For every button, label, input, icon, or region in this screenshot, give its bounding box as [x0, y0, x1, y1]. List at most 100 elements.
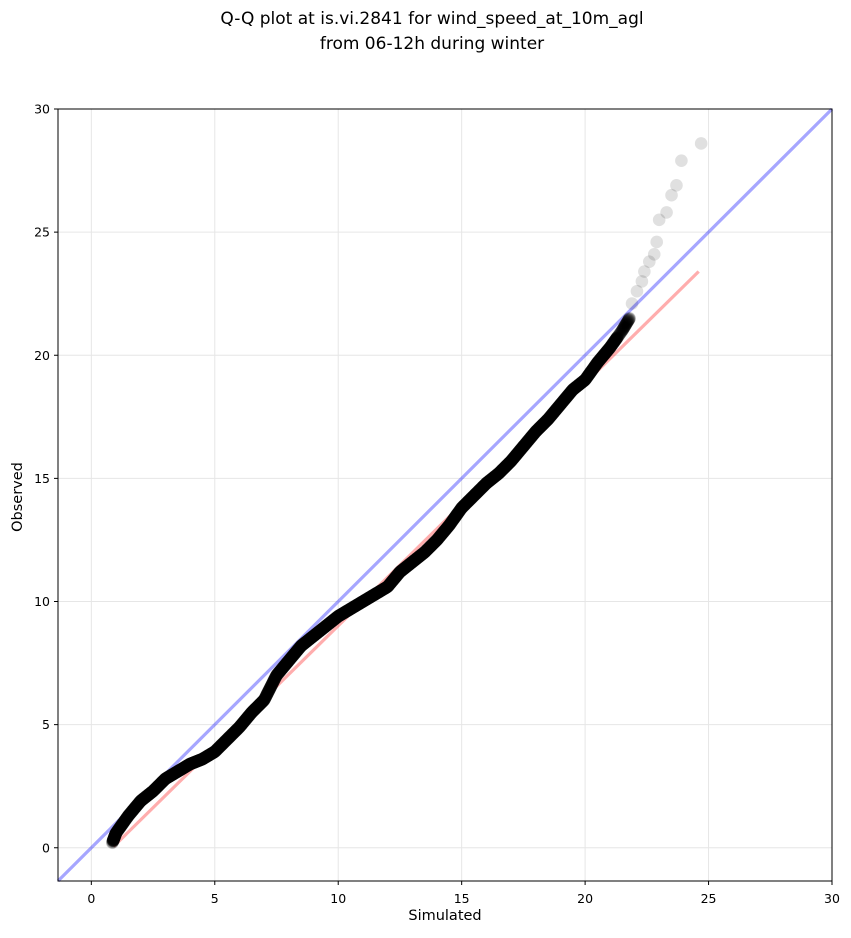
quantile-point: [381, 580, 394, 594]
quantile-point: [274, 664, 287, 678]
quantile-point: [537, 417, 551, 430]
quantile-point: [397, 562, 411, 575]
quantile-point: [354, 596, 367, 610]
quantile-point: [505, 453, 519, 466]
quantile-point: [442, 519, 455, 533]
quantile-point: [185, 757, 198, 770]
quantile-point: [600, 345, 613, 358]
quantile-point: [572, 378, 586, 391]
quantile-point: [366, 588, 380, 602]
quantile-point: [609, 333, 623, 346]
quantile-point: [232, 721, 246, 735]
quantile-point: [588, 359, 602, 373]
quantile-point: [434, 528, 448, 542]
quantile-point: [166, 767, 180, 781]
quantile-point: [286, 649, 300, 662]
quantile-point: [232, 721, 246, 734]
quantile-point: [477, 479, 491, 492]
y-tick-label: 5: [42, 717, 50, 732]
quantile-point: [354, 596, 368, 610]
quantile-point: [453, 503, 467, 517]
quantile-point: [558, 393, 571, 406]
quantile-point: [454, 502, 468, 516]
quantile-point: [370, 586, 384, 600]
quantile-point: [421, 542, 435, 556]
quantile-point: [169, 766, 182, 780]
quantile-point: [363, 591, 377, 604]
quantile-point: [309, 627, 323, 641]
quantile-point: [594, 351, 608, 365]
quantile-point: [185, 757, 199, 770]
quantile-point: [467, 489, 480, 503]
quantile-point: [120, 811, 133, 825]
quantile-point: [551, 401, 564, 415]
quantile-point: [552, 399, 566, 413]
quantile-point: [113, 821, 127, 834]
quantile-point: [279, 657, 293, 671]
quantile-point: [224, 729, 238, 742]
quantile-point: [409, 553, 422, 566]
quantile-point: [605, 339, 618, 352]
quantile-point: [488, 470, 501, 484]
quantile-point: [196, 752, 210, 766]
quantile-point: [269, 670, 283, 683]
quantile-point: [556, 394, 570, 408]
quantile-point: [619, 318, 633, 331]
quantile-point: [268, 672, 282, 685]
quantile-point: [389, 570, 403, 584]
quantile-point: [546, 407, 560, 420]
quantile-point: [108, 830, 121, 844]
quantile-point: [147, 784, 161, 797]
quantile-point: [384, 576, 398, 589]
quantile-point: [208, 744, 222, 758]
quantile-point: [566, 383, 580, 396]
quantile-point: [109, 828, 122, 841]
quantile-point: [134, 795, 147, 808]
quantile-point: [432, 531, 445, 545]
quantile-point: [591, 356, 604, 370]
quantile-point: [376, 583, 389, 597]
quantile-point: [355, 595, 369, 609]
quantile-point: [417, 546, 431, 559]
quantile-point: [123, 807, 137, 820]
quantile-point: [358, 594, 371, 607]
quantile-point: [222, 731, 236, 744]
quantile-point: [532, 422, 545, 436]
quantile-point: [510, 447, 524, 461]
quantile-point: [374, 584, 387, 598]
quantile-point: [420, 543, 434, 557]
upper-tail-point: [625, 297, 639, 310]
quantile-point: [607, 336, 620, 349]
quantile-point: [364, 590, 378, 603]
quantile-point: [223, 730, 236, 744]
quantile-point: [245, 706, 258, 719]
quantile-point: [598, 347, 612, 361]
quantile-point: [519, 436, 533, 450]
quantile-point: [313, 624, 327, 638]
quantile-point: [505, 454, 518, 467]
quantile-point: [361, 592, 374, 606]
quantile-point: [392, 566, 406, 580]
quantile-point: [533, 421, 546, 435]
quantile-point: [171, 764, 185, 778]
quantile-point: [250, 700, 264, 714]
quantile-point: [133, 796, 146, 809]
quantile-point: [401, 559, 415, 572]
quantile-point: [521, 434, 535, 448]
quantile-point: [517, 440, 530, 453]
quantile-point: [582, 368, 595, 382]
quantile-point: [188, 755, 202, 769]
quantile-point: [120, 811, 134, 824]
quantile-point: [206, 746, 220, 760]
quantile-point: [148, 782, 162, 796]
quantile-point: [176, 762, 190, 775]
quantile-point: [515, 441, 529, 455]
quantile-point: [438, 524, 452, 537]
quantile-point: [293, 641, 307, 654]
quantile-point: [310, 627, 323, 640]
quantile-point: [593, 353, 606, 367]
quantile-point: [342, 603, 356, 617]
quantile-point: [501, 458, 514, 472]
quantile-point: [348, 600, 361, 613]
quantile-point: [108, 829, 122, 843]
